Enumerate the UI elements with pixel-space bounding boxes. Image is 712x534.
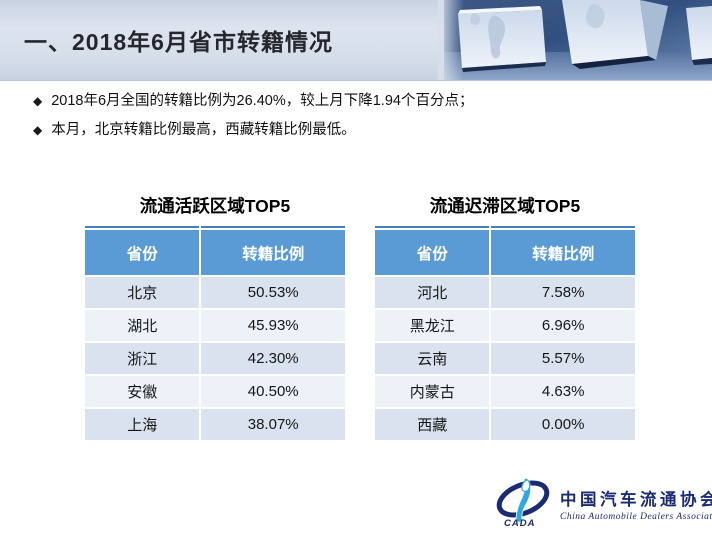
ratio-cell: 0.00% bbox=[491, 409, 635, 440]
ratio-cell: 7.58% bbox=[491, 277, 635, 308]
ratio-cell: 40.50% bbox=[201, 376, 345, 407]
table-row: 西藏 0.00% bbox=[375, 409, 635, 440]
province-cell: 湖北 bbox=[85, 310, 200, 341]
province-cell: 云南 bbox=[375, 343, 490, 374]
logo-name-english: China Automobile Dealers Association bbox=[560, 512, 712, 522]
column-header-province: 省份 bbox=[375, 230, 490, 275]
province-cell: 北京 bbox=[85, 277, 200, 308]
bullet-item: ◆ 2018年6月全国的转籍比例为26.40%，较上月下降1.94个百分点； bbox=[33, 92, 683, 111]
province-cell: 黑龙江 bbox=[375, 310, 490, 341]
diamond-bullet-icon: ◆ bbox=[33, 123, 43, 137]
cada-logo: CADA 中国汽车流通协会 China Automobile Dealers A… bbox=[494, 477, 712, 532]
logo-name-chinese: 中国汽车流通协会 bbox=[560, 490, 712, 509]
diamond-bullet-icon: ◆ bbox=[33, 94, 43, 108]
table-title-sluggish-regions: 流通迟滞区域TOP5 bbox=[429, 196, 581, 216]
province-cell: 内蒙古 bbox=[375, 376, 490, 407]
table-row: 安徽 40.50% bbox=[85, 376, 345, 407]
province-cell: 河北 bbox=[375, 277, 490, 308]
ratio-cell: 4.63% bbox=[491, 376, 635, 407]
table-top-border bbox=[85, 226, 345, 228]
cada-logo-icon: CADA bbox=[494, 477, 552, 532]
table-header-row: 省份 转籍比例 bbox=[375, 230, 635, 275]
table-top-border bbox=[375, 226, 635, 228]
province-cell: 安徽 bbox=[85, 376, 200, 407]
ratio-cell: 50.53% bbox=[201, 277, 345, 308]
table-title-active-regions: 流通活跃区域TOP5 bbox=[139, 196, 291, 216]
ratio-cell: 6.96% bbox=[491, 310, 635, 341]
title-bar: 一、2018年6月省市转籍情况 bbox=[0, 0, 712, 81]
table-sluggish-regions: 省份 转籍比例 河北 7.58% 黑龙江 6.96% 云南 5.57% 内蒙古 … bbox=[375, 226, 635, 442]
page-title: 一、2018年6月省市转籍情况 bbox=[24, 29, 333, 55]
cubes-decoration bbox=[444, 0, 712, 80]
band-art-fade bbox=[438, 0, 464, 80]
summary-bullets: ◆ 2018年6月全国的转籍比例为26.40%，较上月下降1.94个百分点； ◆… bbox=[33, 92, 683, 150]
bullet-text: 本月，北京转籍比例最高，西藏转籍比例最低。 bbox=[51, 122, 356, 138]
province-cell: 浙江 bbox=[85, 343, 200, 374]
ratio-cell: 42.30% bbox=[201, 343, 345, 374]
column-header-ratio: 转籍比例 bbox=[491, 230, 635, 275]
table-row: 上海 38.07% bbox=[85, 409, 345, 440]
table-row: 云南 5.57% bbox=[375, 343, 635, 374]
logo-names: 中国汽车流通协会 China Automobile Dealers Associ… bbox=[560, 486, 712, 522]
province-cell: 上海 bbox=[85, 409, 200, 440]
table-row: 浙江 42.30% bbox=[85, 343, 345, 374]
ratio-cell: 5.57% bbox=[491, 343, 635, 374]
province-cell: 西藏 bbox=[375, 409, 490, 440]
table-row: 黑龙江 6.96% bbox=[375, 310, 635, 341]
column-header-ratio: 转籍比例 bbox=[201, 230, 345, 275]
table-row: 内蒙古 4.63% bbox=[375, 376, 635, 407]
bullet-item: ◆ 本月，北京转籍比例最高，西藏转籍比例最低。 bbox=[33, 121, 683, 140]
table-header-row: 省份 转籍比例 bbox=[85, 230, 345, 275]
ratio-cell: 45.93% bbox=[201, 310, 345, 341]
table-active-regions: 省份 转籍比例 北京 50.53% 湖北 45.93% 浙江 42.30% 安徽… bbox=[85, 226, 345, 442]
bullet-text: 2018年6月全国的转籍比例为26.40%，较上月下降1.94个百分点； bbox=[51, 93, 474, 109]
table-row: 河北 7.58% bbox=[375, 277, 635, 308]
cubes-illustration-icon bbox=[444, 0, 712, 80]
svg-text:CADA: CADA bbox=[504, 518, 535, 527]
column-header-province: 省份 bbox=[85, 230, 200, 275]
ratio-cell: 38.07% bbox=[201, 409, 345, 440]
table-row: 北京 50.53% bbox=[85, 277, 345, 308]
table-row: 湖北 45.93% bbox=[85, 310, 345, 341]
